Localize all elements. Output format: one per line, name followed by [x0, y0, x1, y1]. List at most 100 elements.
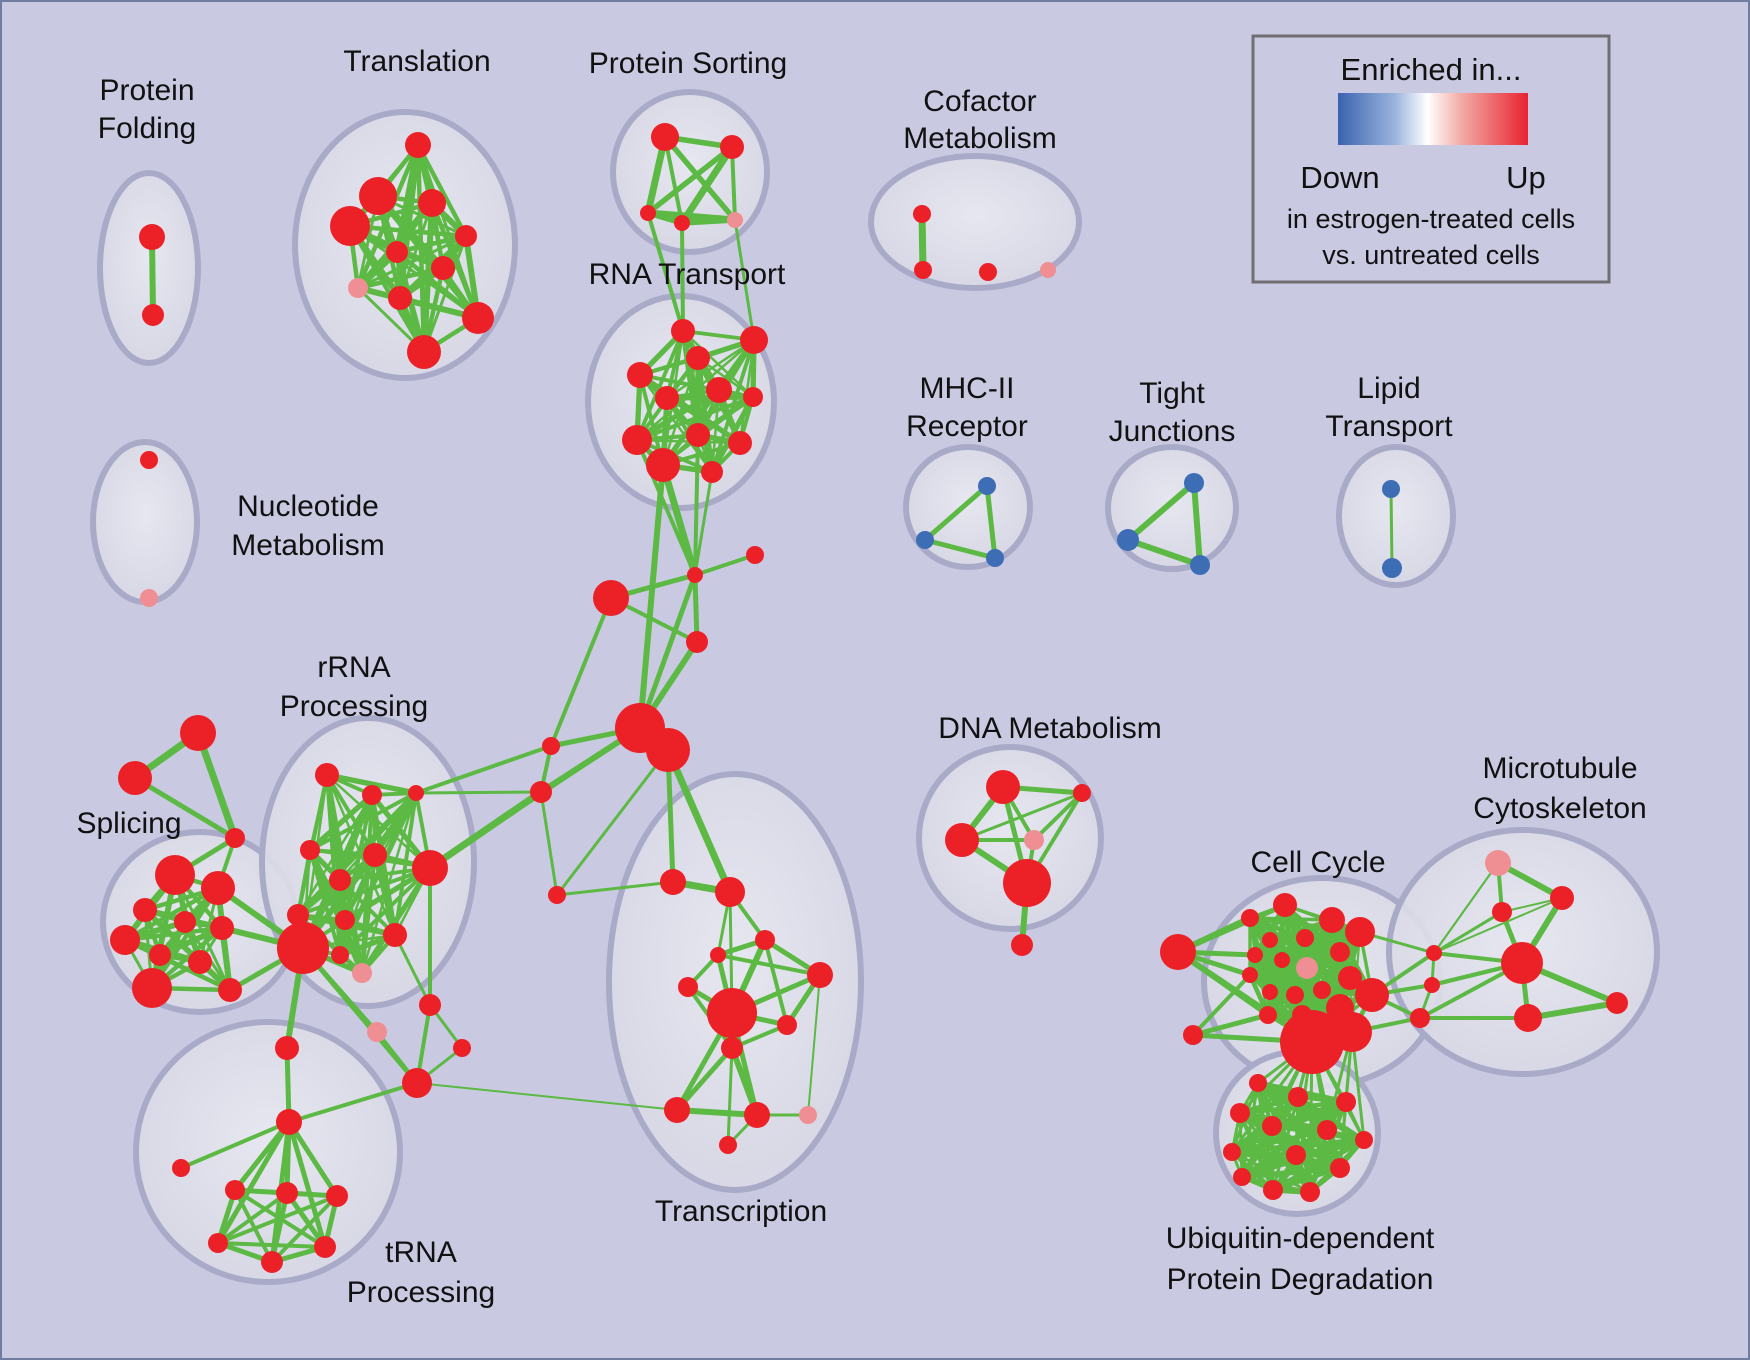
- edge-rna-transport: [634, 387, 722, 443]
- cluster-label-trna-processing: tRNA: [385, 1236, 457, 1269]
- node-rna-transport: [728, 431, 752, 455]
- node-ubiquitin-degradation: [1263, 1180, 1283, 1200]
- edge-transcription: [674, 1107, 760, 1118]
- edge-transcription: [763, 938, 789, 1027]
- node-tight-junctions: [1190, 555, 1210, 575]
- cluster-label-tight-junctions: Junctions: [1109, 415, 1236, 448]
- bridge-node: [548, 886, 566, 904]
- node-protein-folding: [139, 224, 165, 250]
- edge-rrna-processing: [307, 792, 375, 853]
- bridge-edge: [733, 218, 756, 342]
- node-protein-folding: [142, 304, 164, 326]
- node-translation: [330, 206, 370, 246]
- node-trna-processing: [276, 1109, 302, 1135]
- cluster-label-mhc-ii-receptor: MHC-II: [920, 372, 1015, 405]
- node-rna-transport: [701, 461, 723, 483]
- node-ubiquitin-degradation: [1223, 1143, 1241, 1161]
- edge-rrna-processing: [359, 865, 433, 976]
- edge-cell-cycle: [1252, 917, 1335, 958]
- bridge-node: [686, 631, 708, 653]
- bridge-node: [1160, 934, 1196, 970]
- legend-up-label: Up: [1506, 160, 1546, 195]
- edge-cell-cycle: [1266, 976, 1352, 1017]
- node-splicing: [174, 911, 196, 933]
- node-microtubule-cytoskeleton: [1492, 902, 1512, 922]
- cluster-ellipse-lipid-transport: [1336, 444, 1456, 588]
- bridge-edge: [555, 880, 675, 897]
- node-cofactor-metabolism: [913, 205, 931, 223]
- edge-trna-processing: [216, 1241, 327, 1249]
- edge-protein-sorting: [663, 135, 684, 225]
- cluster-label-transcription: Transcription: [655, 1195, 827, 1228]
- bridge-node: [530, 781, 552, 803]
- node-rrna-processing: [352, 963, 372, 983]
- cluster-label-splicing-satellite-triangle: Splicing: [76, 807, 181, 840]
- node-rrna-processing: [412, 850, 448, 886]
- bridge-node: [1183, 1025, 1203, 1045]
- bridge-edge: [680, 221, 685, 333]
- bridge-edge: [1191, 973, 1252, 1037]
- node-transcription: [710, 947, 726, 963]
- cluster-label-protein-sorting: Protein Sorting: [589, 47, 787, 80]
- node-transcription: [664, 1097, 690, 1123]
- node-trna-processing: [326, 1185, 348, 1207]
- node-rrna-processing: [362, 785, 382, 805]
- bridge-edge: [637, 572, 698, 731]
- edge-trna-processing: [233, 1188, 274, 1264]
- node-cell-cycle: [1286, 986, 1304, 1004]
- cluster-label-protein-folding: Folding: [98, 112, 196, 145]
- node-rrna-processing: [287, 904, 309, 926]
- node-microtubule-cytoskeleton: [1501, 942, 1543, 984]
- bridge-edge: [693, 433, 700, 577]
- edge-cell-cycle: [1247, 949, 1343, 978]
- bridge-node: [402, 1068, 432, 1098]
- bridge-edge: [1433, 897, 1563, 954]
- legend-title: Enriched in...: [1341, 52, 1522, 87]
- node-transcription: [715, 877, 745, 907]
- legend-gradient-bar: [1338, 93, 1528, 145]
- node-tight-junctions: [1117, 529, 1139, 551]
- node-rrna-processing: [315, 763, 339, 787]
- bridge-edge: [393, 933, 432, 1007]
- cluster-label-rna-transport: RNA Transport: [589, 258, 786, 291]
- edge-tight-junctions: [1125, 480, 1197, 543]
- edge-protein-sorting: [662, 134, 738, 223]
- edge-trna-processing: [286, 1119, 340, 1199]
- edge-transcription: [726, 1046, 734, 1147]
- node-dna-metabolism: [986, 770, 1020, 804]
- node-transcription: [744, 1102, 770, 1128]
- node-translation: [418, 189, 446, 217]
- node-translation: [455, 225, 477, 247]
- cluster-label-mhc-ii-receptor: Receptor: [906, 410, 1028, 443]
- node-cell-cycle: [1242, 967, 1258, 983]
- node-splicing: [132, 968, 172, 1008]
- edge-mhc-ii-receptor: [922, 537, 998, 561]
- edge-microtubule-cytoskeleton: [1433, 862, 1499, 954]
- node-rrna-processing: [335, 910, 355, 930]
- bridge-edge: [692, 572, 700, 645]
- node-transcription: [721, 1037, 743, 1059]
- node-cell-cycle: [1280, 1010, 1344, 1074]
- node-nucleotide-metabolism: [140, 589, 158, 607]
- edge-trna-processing: [284, 1190, 328, 1250]
- edge-rrna-processing: [296, 866, 432, 917]
- node-splicing: [210, 916, 234, 940]
- node-tight-junctions: [1184, 473, 1204, 493]
- node-trna-processing: [276, 1182, 298, 1204]
- bridge-node: [646, 728, 690, 772]
- bridge-edge: [659, 461, 699, 579]
- node-cell-cycle: [1273, 893, 1297, 917]
- node-splicing: [155, 855, 195, 895]
- node-transcription: [777, 1015, 797, 1035]
- node-rrna-processing: [408, 785, 424, 801]
- node-transcription: [807, 962, 833, 988]
- cluster-ellipse-mhc-ii-receptor: [903, 444, 1033, 570]
- node-dna-metabolism: [1024, 830, 1044, 850]
- node-transcription: [660, 869, 686, 895]
- node-microtubule-cytoskeleton: [1424, 977, 1440, 993]
- edge-lipid-transport: [1389, 487, 1394, 570]
- edge-translation: [394, 233, 469, 255]
- node-cell-cycle: [1313, 981, 1331, 999]
- node-splicing: [149, 944, 171, 966]
- bridge-edge: [287, 1081, 419, 1124]
